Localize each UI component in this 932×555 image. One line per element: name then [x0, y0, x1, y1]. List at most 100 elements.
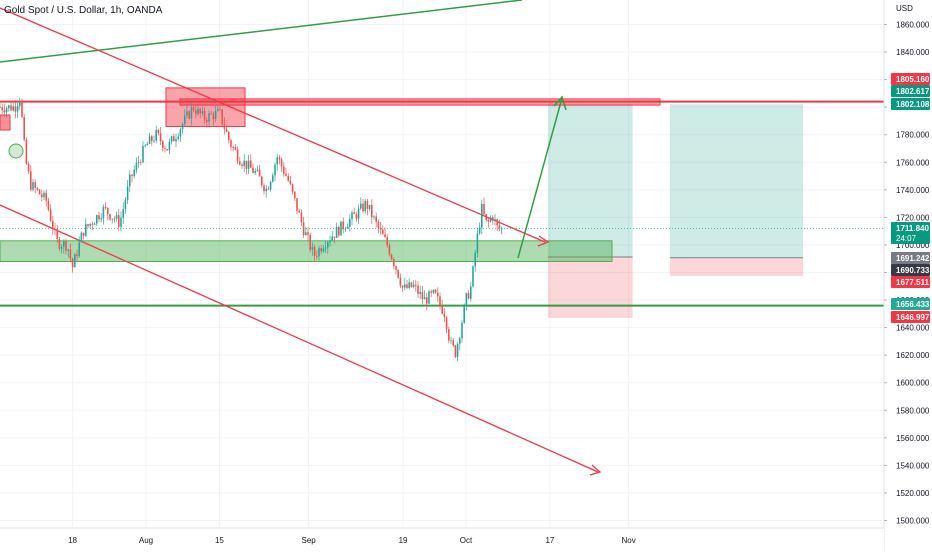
candle-body: [52, 220, 54, 230]
candle-body: [291, 184, 294, 192]
candle-body: [102, 206, 105, 219]
candle-body: [415, 284, 417, 286]
price-tag: 1646.997: [891, 311, 930, 323]
position-2-stop-zone: [670, 257, 803, 276]
candle-body: [349, 219, 351, 227]
candle-body: [104, 206, 107, 208]
candle: [45, 189, 47, 207]
candle-body: [269, 181, 272, 190]
channel-upper-line: [0, 7, 546, 243]
candle-body: [34, 182, 36, 188]
candle-body: [360, 203, 362, 209]
price-tag: 1805.160: [891, 73, 930, 85]
candle: [203, 107, 206, 124]
candle-body: [1, 107, 3, 111]
candle-body: [478, 227, 481, 234]
candle: [445, 315, 448, 334]
candle: [461, 320, 463, 343]
candle-body: [131, 174, 133, 176]
candle: [230, 138, 232, 151]
candle-body: [351, 212, 353, 220]
candle-body: [487, 220, 490, 222]
price-tick-label: 1740.000: [896, 186, 930, 195]
candle: [190, 103, 193, 126]
candle: [135, 157, 138, 174]
candle-body: [120, 217, 122, 227]
price-tick-label: 1600.000: [896, 379, 930, 388]
left-red-marker: [0, 114, 11, 131]
candle-body: [375, 216, 377, 222]
candle-body: [203, 111, 206, 120]
candle-body: [379, 227, 382, 230]
candle: [239, 156, 241, 166]
candle: [441, 299, 443, 315]
upper-trend-line: [0, 0, 523, 63]
candle: [131, 174, 133, 183]
candle-body: [384, 234, 386, 238]
candle: [384, 227, 386, 238]
candle: [456, 341, 459, 361]
candle-body: [445, 317, 448, 330]
support-zone: [0, 240, 613, 262]
candle: [142, 141, 144, 164]
candle-body: [212, 114, 215, 120]
candle-body: [80, 232, 83, 243]
candle-body: [170, 136, 173, 142]
candle: [280, 157, 283, 172]
candle: [186, 105, 188, 119]
candle: [115, 211, 118, 222]
candle-body: [307, 232, 309, 235]
candle: [294, 191, 296, 201]
candle: [133, 165, 135, 179]
candle: [122, 202, 124, 224]
candle-body: [498, 225, 501, 229]
candle: [93, 222, 96, 225]
candle-body: [43, 192, 45, 198]
candle-body: [230, 140, 232, 148]
candle-body: [263, 185, 265, 192]
candle: [496, 218, 498, 232]
candle-body: [346, 226, 349, 229]
candle: [470, 282, 472, 302]
candle: [41, 189, 43, 202]
candle-body: [21, 100, 23, 117]
candle: [366, 198, 369, 216]
candle: [467, 290, 470, 300]
candle: [309, 232, 311, 253]
candle: [300, 209, 303, 227]
candle: [3, 104, 6, 117]
candle-body: [296, 198, 298, 211]
candle-body: [395, 266, 397, 270]
candle-body: [192, 107, 195, 111]
candle: [305, 227, 307, 236]
price-tag: 1802.617: [891, 85, 930, 97]
candle: [111, 218, 113, 224]
candle: [210, 110, 212, 115]
candle-body: [417, 285, 419, 294]
candle: [164, 145, 166, 153]
candle: [197, 103, 199, 117]
candle-body: [177, 136, 179, 139]
candle: [14, 99, 17, 119]
candle: [313, 244, 316, 262]
candle-body: [419, 291, 421, 294]
candle: [404, 277, 406, 291]
candle: [144, 144, 146, 148]
candle-body: [276, 157, 278, 165]
price-tag-bg: [891, 276, 930, 288]
candle: [223, 117, 226, 135]
candle: [102, 204, 105, 225]
candle: [267, 186, 270, 190]
candle-body: [157, 129, 160, 134]
candle-body: [247, 160, 250, 169]
candle: [364, 198, 366, 214]
candle: [212, 111, 215, 126]
candle: [395, 265, 397, 275]
candle-body: [472, 266, 474, 287]
candle-body: [199, 108, 201, 114]
candle-body: [96, 215, 98, 224]
candle-body: [441, 304, 443, 314]
candle: [401, 285, 404, 292]
